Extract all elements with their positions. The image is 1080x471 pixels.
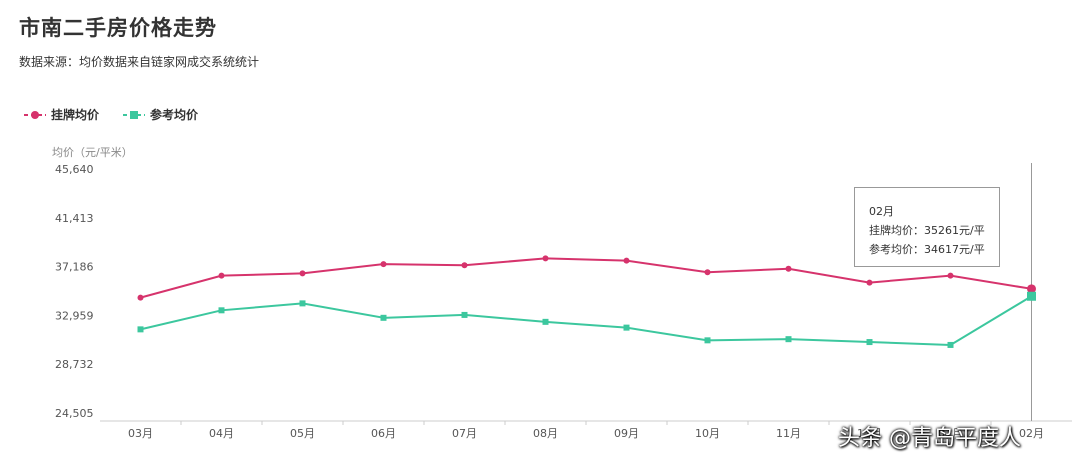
x-tick-label: 12月 [857,427,882,440]
y-axis-label: 均价（元/平米） [52,146,133,159]
x-tick-label: 05月 [290,427,315,440]
x-tick-label: 07月 [452,427,477,440]
data-point[interactable] [218,272,225,279]
legend-item-reference[interactable]: 参考均价 [123,106,198,123]
data-point[interactable] [785,336,792,343]
x-tick-label: 09月 [614,427,639,440]
chart-legend: 挂牌均价 参考均价 [24,106,198,123]
x-tick-label: 10月 [695,427,720,440]
data-point[interactable] [380,314,387,321]
legend-label-reference: 参考均价 [150,108,199,122]
data-point[interactable] [542,318,549,325]
data-point[interactable] [137,326,144,333]
data-point[interactable] [461,262,468,269]
data-point[interactable] [704,337,711,344]
data-point[interactable] [461,311,468,318]
x-tick-label: 01月 [938,427,963,440]
data-point[interactable] [623,257,630,264]
y-tick-label: 37,186 [55,261,94,274]
series-line-1 [140,257,1032,299]
series-line-2 [140,295,1033,346]
x-tick-label: 03月 [128,427,153,440]
y-tick-label: 32,959 [55,309,94,322]
data-point[interactable] [947,272,954,279]
y-tick-label: 45,640 [55,163,94,176]
data-point[interactable] [299,300,306,307]
legend-square-marker-icon [123,110,146,119]
tooltip-month: 02月 [869,205,894,218]
tooltip-reference-price: 参考均价：34617元/平 [869,243,985,256]
watermark-text: 头条 @青岛平度人 [838,426,1021,451]
chart-title: 市南二手房价格走势 [19,16,217,40]
data-point[interactable] [785,265,792,272]
x-tick-label: 04月 [209,427,234,440]
x-tick-label: 08月 [533,427,558,440]
data-point[interactable] [299,270,306,277]
x-tick-label: 06月 [371,427,396,440]
data-point[interactable] [623,324,630,331]
data-point[interactable] [704,269,711,276]
y-tick-label: 41,413 [55,212,94,225]
chart-tooltip: 02月 挂牌均价：35261元/平 参考均价：34617元/平 [854,187,1000,267]
data-point[interactable] [542,255,549,262]
legend-item-listing[interactable]: 挂牌均价 [24,106,99,123]
chart-subtitle: 数据来源：均价数据来自链家网成交系统统计 [19,55,260,69]
data-point[interactable] [1027,291,1036,301]
data-point[interactable] [947,341,954,348]
data-point[interactable] [866,279,873,286]
data-point[interactable] [380,261,387,268]
legend-label-listing: 挂牌均价 [51,108,100,122]
data-point[interactable] [1027,284,1036,294]
data-point[interactable] [218,307,225,314]
y-tick-label: 28,732 [55,358,94,371]
data-point[interactable] [866,339,873,346]
x-tick-label: 11月 [776,427,801,440]
y-tick-label: 24,505 [55,407,94,420]
legend-circle-marker-icon [24,110,46,119]
data-point[interactable] [137,294,144,301]
tooltip-listing-price: 挂牌均价：35261元/平 [869,224,985,237]
x-tick-label: 02月 [1019,427,1044,440]
